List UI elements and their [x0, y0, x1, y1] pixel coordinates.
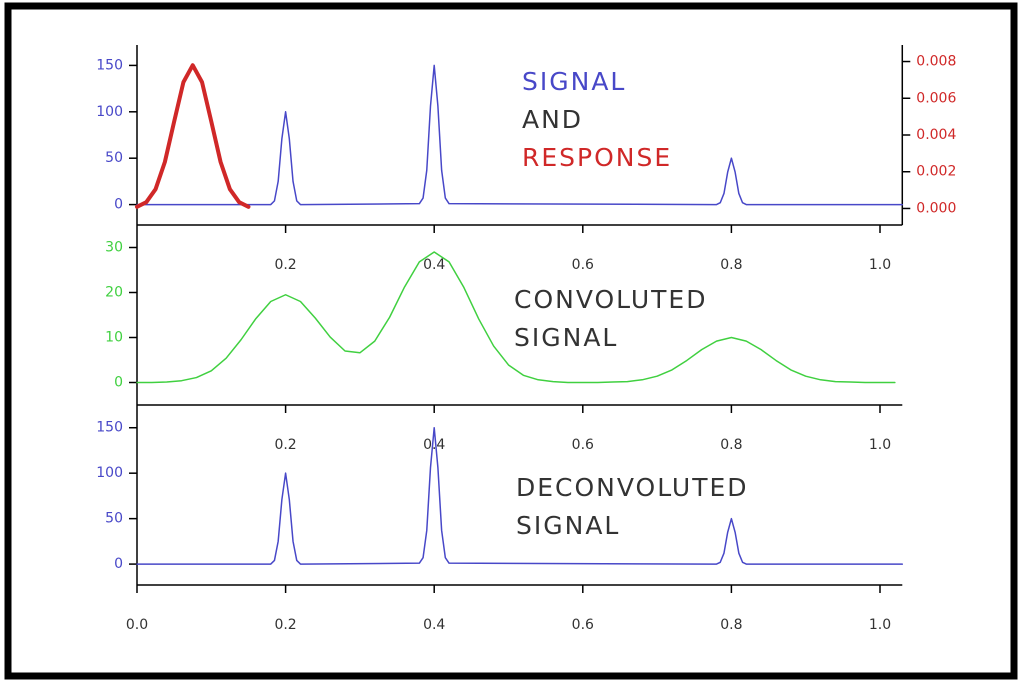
x-tick-label: 0.2 [274, 257, 296, 273]
y-tick-label: 0 [114, 375, 123, 391]
x-tick-label: 1.0 [869, 617, 891, 633]
y-tick-label: 30 [105, 240, 123, 256]
frame [4, 2, 1018, 680]
annotation: AND [522, 105, 583, 134]
y-tick-label: 0 [114, 197, 123, 213]
y-tick-label: 50 [105, 150, 123, 166]
annotation: CONVOLUTED [514, 285, 707, 314]
y-tick-label: 150 [96, 57, 123, 73]
x-tick-label: 1.0 [869, 437, 891, 453]
x-tick-label: 0.4 [423, 617, 445, 633]
x-tick-label: 0.4 [423, 257, 445, 273]
x-tick-label: 0.0 [126, 617, 148, 633]
x-tick-label: 0.2 [274, 437, 296, 453]
y2-tick-label: 0.006 [916, 90, 956, 106]
y2-tick-label: 0.000 [916, 200, 956, 216]
y-tick-label: 150 [96, 420, 123, 436]
annotation: SIGNAL [522, 67, 626, 96]
annotation: RESPONSE [522, 143, 672, 172]
x-tick-label: 0.4 [423, 437, 445, 453]
y2-tick-label: 0.002 [916, 164, 956, 180]
annotation: DECONVOLUTED [516, 473, 749, 502]
x-tick-label: 0.6 [572, 437, 594, 453]
y-tick-label: 0 [114, 556, 123, 572]
annotation: SIGNAL [516, 511, 620, 540]
x-tick-label: 0.2 [274, 617, 296, 633]
x-tick-label: 1.0 [869, 257, 891, 273]
x-tick-label: 0.6 [572, 617, 594, 633]
y-tick-label: 100 [96, 465, 123, 481]
x-tick-label: 0.8 [720, 617, 742, 633]
x-tick-label: 0.6 [572, 257, 594, 273]
y2-tick-label: 0.008 [916, 54, 956, 70]
data-line [136, 426, 904, 565]
data-line [135, 63, 251, 209]
data-line [136, 64, 904, 206]
y-tick-label: 20 [105, 285, 123, 301]
y-tick-label: 100 [96, 104, 123, 120]
y-tick-label: 50 [105, 511, 123, 527]
y2-tick-label: 0.004 [916, 127, 956, 143]
x-tick-label: 0.8 [720, 257, 742, 273]
x-tick-label: 0.8 [720, 437, 742, 453]
data-line [136, 251, 896, 384]
y-tick-label: 10 [105, 330, 123, 346]
annotation: SIGNAL [514, 323, 618, 352]
